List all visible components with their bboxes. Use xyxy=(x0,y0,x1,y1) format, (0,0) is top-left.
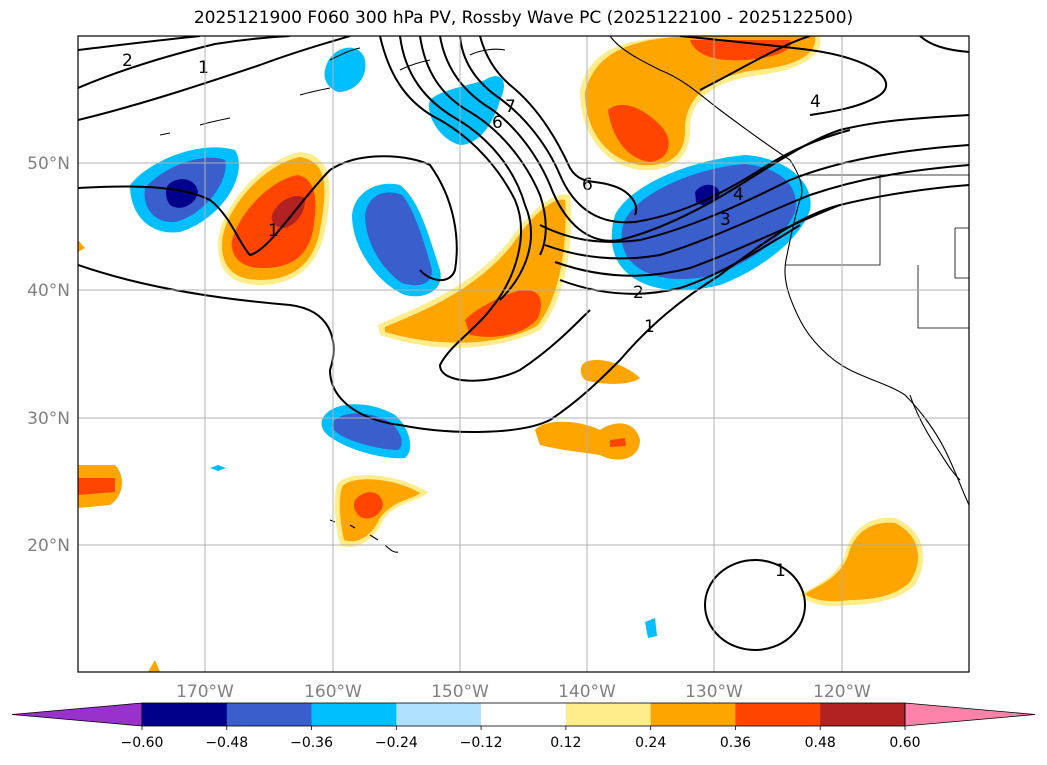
contour-line xyxy=(78,36,351,121)
alaska-islands xyxy=(159,47,506,136)
lat-label-30n: 30°N xyxy=(27,409,70,429)
map-border xyxy=(77,35,970,673)
colorbar-label: −0.12 xyxy=(460,735,503,751)
positive-anomaly xyxy=(608,105,669,162)
map-title: 2025121900 F060 300 hPa PV, Rossby Wave … xyxy=(193,8,854,28)
colorbar-segment xyxy=(311,703,397,726)
colorbar-segment xyxy=(142,703,228,726)
colorbar-label: 0.24 xyxy=(635,735,666,751)
positive-anomaly xyxy=(805,522,918,602)
colorbar-label: 0.36 xyxy=(720,735,751,751)
colorbar-label: 0.60 xyxy=(889,735,920,751)
contour-line xyxy=(78,36,201,51)
contour-label: 3 xyxy=(720,210,731,230)
colorbar-extend-low xyxy=(11,702,143,727)
lon-label-170w: 170°W xyxy=(176,682,234,702)
colorbar-segment xyxy=(396,703,482,726)
contour-line xyxy=(699,36,811,91)
contour-line xyxy=(379,36,591,382)
contour-label: 1 xyxy=(198,58,209,78)
colorbar-label: −0.48 xyxy=(205,735,248,751)
colorbar-segment xyxy=(650,703,736,726)
positive-anomaly xyxy=(610,438,626,447)
contour-label: 6 xyxy=(492,113,503,133)
contour-line xyxy=(439,36,969,242)
contour-label: 1 xyxy=(644,317,655,337)
contour-line xyxy=(554,204,841,277)
colorbar-label: 0.48 xyxy=(805,735,836,751)
contour-label: 1 xyxy=(268,221,279,241)
map-area xyxy=(78,36,969,672)
gridlines xyxy=(78,36,969,672)
coastlines xyxy=(159,36,969,553)
negative-anomaly xyxy=(210,465,226,471)
negative-anomaly xyxy=(645,618,657,638)
positive-anomaly xyxy=(354,492,383,519)
colorbar-label: 0.12 xyxy=(550,735,581,751)
colorbar: −0.60 −0.48 −0.36 −0.24 −0.12 0.12 0.24 0.36 0.4… xyxy=(11,702,1036,751)
positive-anomaly xyxy=(465,289,541,337)
contour-label: 7 xyxy=(505,97,516,117)
colorbar-outline xyxy=(141,702,906,727)
contour-line xyxy=(459,36,851,224)
anomaly-fills xyxy=(78,36,924,672)
lon-label-130w: 130°W xyxy=(685,682,743,702)
colorbar-segment xyxy=(820,703,906,726)
positive-anomaly xyxy=(78,240,85,252)
latitude-labels: 50°N 40°N 30°N 20°N xyxy=(27,154,70,556)
lat-label-20n: 20°N xyxy=(27,536,70,556)
contour-line xyxy=(919,36,969,53)
contour-line xyxy=(679,36,887,116)
colorbar-segment xyxy=(226,703,313,726)
positive-anomaly xyxy=(148,660,160,672)
contour-line xyxy=(704,559,806,651)
colorbar-segment xyxy=(735,703,821,726)
contour-label: 4 xyxy=(733,185,744,205)
contour-label: 2 xyxy=(633,283,644,303)
state-borders xyxy=(785,175,969,329)
positive-anomaly xyxy=(78,478,115,495)
contour-line xyxy=(399,36,532,301)
negative-anomaly xyxy=(365,192,432,286)
colorbar-label: −0.24 xyxy=(375,735,418,751)
lon-label-160w: 160°W xyxy=(304,682,362,702)
lon-label-150w: 150°W xyxy=(431,682,489,702)
longitude-labels: 170°W 160°W 150°W 140°W 130°W 120°W xyxy=(176,682,871,702)
north-america-coast xyxy=(609,36,969,506)
colorbar-segment xyxy=(481,703,567,726)
negative-anomaly xyxy=(165,179,198,208)
colorbar-label: −0.60 xyxy=(121,735,164,751)
lon-label-120w: 120°W xyxy=(813,682,871,702)
pv-contours xyxy=(78,36,969,651)
lat-label-40n: 40°N xyxy=(27,281,70,301)
contour-label: 4 xyxy=(810,92,821,112)
colorbar-extend-high xyxy=(904,702,1036,727)
contour-line xyxy=(78,184,969,433)
contour-line xyxy=(544,164,969,260)
contour-line xyxy=(78,155,458,282)
colorbar-segment xyxy=(565,703,652,726)
contour-line xyxy=(419,36,547,256)
lon-label-140w: 140°W xyxy=(558,682,616,702)
lat-label-50n: 50°N xyxy=(27,154,70,174)
contour-line xyxy=(539,144,969,243)
positive-anomaly xyxy=(580,359,640,384)
colorbar-label: −0.36 xyxy=(290,735,333,751)
contour-label: 1 xyxy=(775,561,786,581)
contour-label: 2 xyxy=(122,51,133,71)
negative-anomaly xyxy=(324,47,366,92)
baja-coast xyxy=(909,394,961,481)
positive-anomaly xyxy=(271,195,306,228)
